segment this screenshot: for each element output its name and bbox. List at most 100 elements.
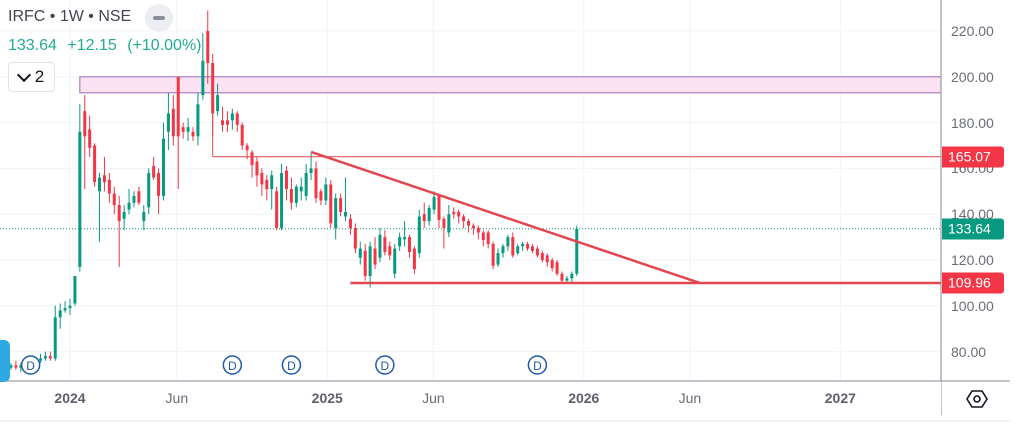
legend-values: 133.64 +12.15 (+10.00%) [8,37,208,55]
candle-body [132,195,136,203]
candle-body [201,60,205,96]
chart-settings-icon[interactable] [966,388,988,410]
candle-body [225,120,229,125]
dividend-marker-icon[interactable] [20,355,41,375]
dividend-marker-icon[interactable] [527,355,548,375]
dividend-marker-icon[interactable] [281,355,302,375]
candle-body [476,227,480,233]
candle-body [368,246,372,277]
candle-body [363,250,367,277]
candle-body [383,237,387,252]
support-price-label: 109.96 [942,272,1004,294]
candle-body [255,161,259,176]
candle-body [206,31,210,64]
dividend-marker-icon[interactable] [222,355,243,375]
candle-body [68,305,72,309]
candle-body [407,237,411,252]
candle-body [161,138,165,196]
candle-body [181,127,185,132]
candle-body [329,184,333,224]
candle-body [467,221,471,226]
candle-body [516,246,520,254]
candle-body [107,179,111,194]
candle-body [545,255,549,263]
time-axis-tick-label: 2027 [824,390,856,406]
candle-body [98,177,102,192]
candle-body [540,253,544,260]
candle-body [14,365,18,368]
price-axis-tick-label: 100.00 [951,297,994,314]
candle-body [137,191,141,203]
chevron-down-icon [16,67,31,82]
candle-body [245,145,249,151]
indicators-toggle-button[interactable]: 2 [8,62,55,92]
candle-body [462,216,466,222]
symbol-title[interactable]: IRFC • 1W • NSE [8,8,132,25]
minus-icon [153,16,165,20]
candle-body [176,76,180,137]
candle-body [147,172,151,208]
candle-body [157,172,161,196]
candle-body [88,129,92,148]
candle-body [378,234,382,258]
candle-body [432,197,436,210]
candle-body [102,175,106,183]
price-axis-tick-label: 200.00 [951,68,994,85]
side-panel-tab[interactable] [0,340,10,382]
candle-body [565,278,569,281]
candle-body [196,104,200,137]
candle-body [348,218,352,228]
candle-body [289,189,293,203]
dividend-marker-label: D [533,359,542,373]
dividend-marker-label: D [26,359,35,373]
candle-body [166,113,170,132]
candle-body [334,198,338,228]
time-axis-tick-label: Jun [678,390,702,406]
candle-body [142,211,146,222]
candle-body [447,214,451,233]
candle-body [284,170,288,190]
dividend-marker-icon[interactable] [375,355,395,375]
price-change-percent: (+10.00%) [127,37,202,54]
candle-body [63,308,67,311]
candle-body [442,218,446,228]
candle-body [294,186,298,203]
candle-body [353,227,357,249]
candle-body [486,232,490,244]
candle-body [575,228,579,274]
candle-body [511,237,515,256]
dividend-marker-label: D [228,359,237,373]
candle-body [550,260,554,269]
candle-body [53,317,57,359]
candle-body [280,172,284,228]
candle-body [127,202,131,210]
candle-body [93,145,97,183]
candle-body [324,184,328,201]
minimize-legend-button[interactable] [145,4,173,32]
time-axis-tick-label: 2024 [54,390,86,406]
candle-body [506,237,510,247]
candle-body [496,253,500,265]
candle-body [43,356,47,359]
candle-body [38,358,42,361]
candle-body [393,248,397,274]
supply-zone-rectangle [79,76,942,94]
price-axis-tick-label: 220.00 [951,23,994,39]
candle-body [560,273,564,281]
price-axis-background [941,0,1024,429]
time-axis-tick-label: 2025 [311,390,343,406]
candle-body [9,365,13,368]
candle-body [412,248,416,270]
candle-body [398,237,402,247]
indicator-count: 2 [34,67,45,86]
candle-body [171,108,175,137]
candle-body [314,168,318,199]
candle-body [388,246,392,256]
candle-body [457,211,461,217]
candle-body [152,166,156,178]
descending-trendline [310,150,701,285]
candle-body [304,172,308,196]
candle-body [427,208,431,222]
price-axis-tick-label: 120.00 [951,252,994,268]
